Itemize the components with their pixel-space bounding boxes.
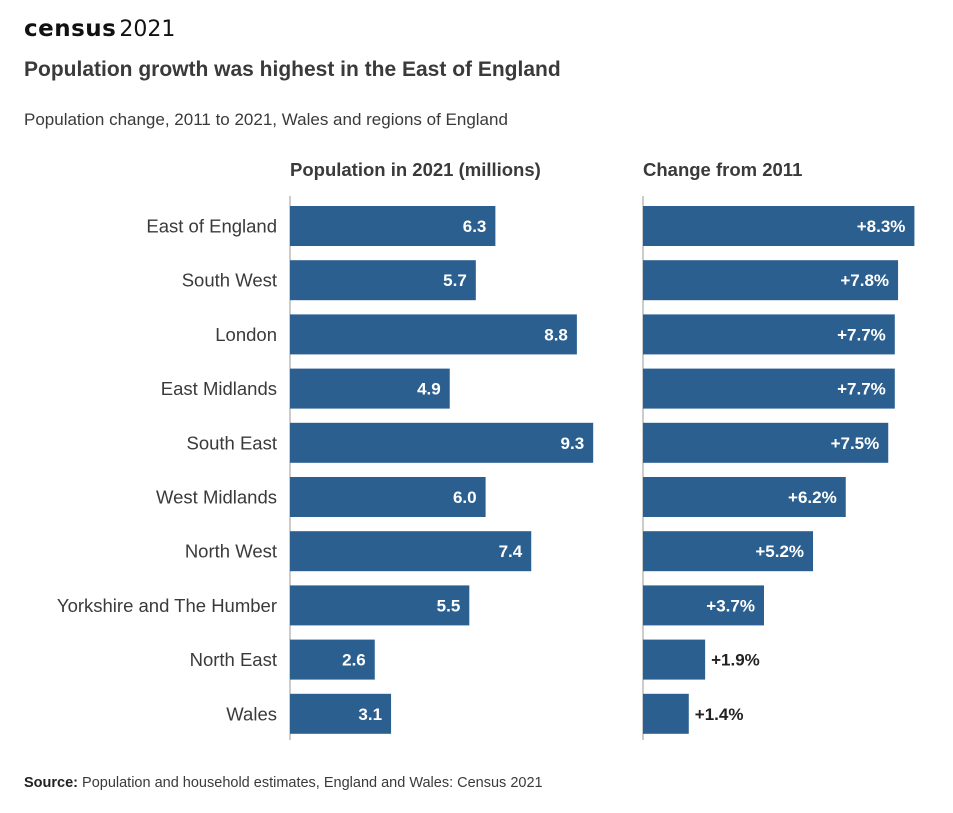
population-panel-title: Population in 2021 (millions) [290,159,541,180]
population-data-label: 8.8 [544,325,568,344]
change-data-label: +7.7% [837,325,886,344]
category-label: West Midlands [156,487,277,508]
change-data-label: +1.4% [695,705,744,724]
population-data-label: 5.5 [437,596,461,615]
change-bar [643,260,899,301]
category-label: South West [182,270,277,291]
population-data-label: 4.9 [417,380,441,399]
change-bar [643,585,764,626]
population-data-label: 9.3 [561,434,585,453]
population-bar [290,260,476,301]
change-bar [643,368,895,409]
category-label: Wales [226,703,277,724]
category-label: East Midlands [161,378,277,399]
population-bar [290,314,577,355]
population-data-label: 7.4 [499,542,523,561]
source-label: Source: [24,775,78,791]
change-data-label: +1.9% [711,651,760,670]
population-data-label: 3.1 [358,705,382,724]
population-bar [290,422,594,463]
change-bar [643,422,889,463]
population-data-label: 6.3 [463,217,487,236]
change-data-label: +7.8% [840,271,889,290]
change-bar [643,206,915,246]
category-label: South East [186,432,277,453]
change-bar [643,531,814,572]
source-note: Source: Population and household estimat… [24,775,543,791]
category-label: East of England [146,216,277,237]
population-data-label: 6.0 [453,488,477,507]
change-data-label: +3.7% [706,596,755,615]
population-bar [290,693,392,734]
population-bar [290,639,375,680]
category-label: Yorkshire and The Humber [57,595,277,616]
change-panel-title: Change from 2011 [643,159,802,180]
population-bar [290,368,450,409]
change-bar [643,693,689,734]
census-logo: census 2021 [24,16,175,44]
change-data-label: +7.7% [837,380,886,399]
category-label: North East [190,649,277,670]
population-bar [290,531,532,572]
change-data-label: +6.2% [788,488,837,507]
category-label: London [215,324,277,345]
change-data-label: +7.5% [831,434,880,453]
population-bar [290,477,486,517]
change-bar [643,477,846,517]
change-bar [643,314,895,355]
change-data-label: +8.3% [857,217,906,236]
population-bar [290,585,470,626]
population-data-label: 2.6 [342,651,366,670]
change-bar [643,639,706,680]
population-data-label: 5.7 [443,271,467,290]
category-label: North West [185,541,277,562]
population-bar [290,206,496,246]
logo-word: census [24,16,117,42]
chart-subtitle: Population change, 2011 to 2021, Wales a… [24,110,508,129]
source-text: Population and household estimates, Engl… [78,775,543,791]
change-data-label: +5.2% [755,542,804,561]
chart-title: Population growth was highest in the Eas… [24,58,561,81]
logo-year: 2021 [119,17,176,42]
